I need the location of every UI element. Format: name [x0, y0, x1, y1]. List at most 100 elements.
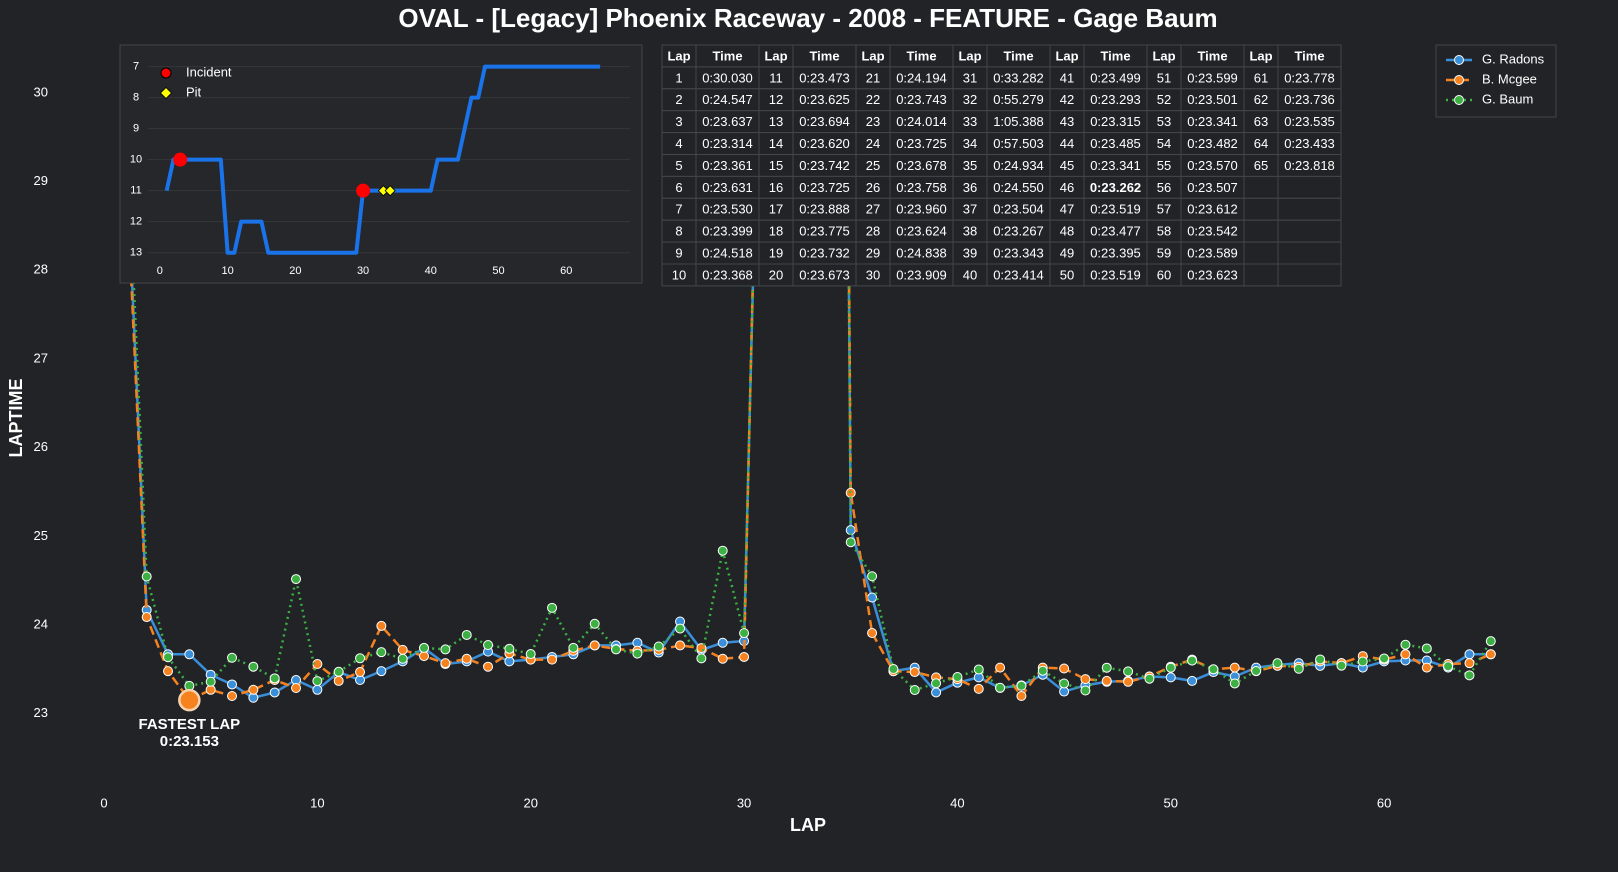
lap-time: 0:23.742 — [799, 158, 850, 173]
lap-time: 0:23.570 — [1187, 158, 1238, 173]
lap-time: 0:24.014 — [896, 114, 947, 129]
table-header: Time — [1197, 48, 1227, 63]
lap-time: 0:23.519 — [1090, 267, 1141, 282]
data-point — [227, 679, 238, 690]
lap-number: 13 — [769, 114, 783, 129]
x-tick-label: 30 — [737, 795, 751, 810]
lap-time: 0:23.589 — [1187, 245, 1238, 260]
data-point — [1485, 636, 1496, 647]
data-point — [376, 666, 387, 677]
data-point — [483, 661, 494, 672]
lap-number: 18 — [769, 224, 783, 239]
data-point — [419, 642, 430, 653]
y-tick-label: 24 — [34, 616, 48, 631]
data-point — [717, 637, 728, 648]
table-header: Lap — [1249, 48, 1272, 63]
lap-number: 10 — [672, 267, 686, 282]
lap-number: 23 — [866, 114, 880, 129]
data-point — [1059, 663, 1070, 674]
lap-number: 32 — [963, 92, 977, 107]
lap-time: 0:23.293 — [1090, 92, 1141, 107]
inset-x-tick-label: 0 — [157, 265, 163, 277]
lap-number: 55 — [1157, 158, 1171, 173]
table-cell — [1243, 263, 1279, 287]
lap-time: 0:23.778 — [1284, 70, 1335, 85]
table-header: Lap — [958, 48, 981, 63]
data-point — [333, 675, 344, 686]
legend-marker — [1454, 95, 1464, 105]
lap-time: 0:23.267 — [993, 224, 1044, 239]
lap-number: 52 — [1157, 92, 1171, 107]
data-point — [483, 639, 494, 650]
inset-x-tick-label: 50 — [492, 265, 504, 277]
lap-time: 0:23.535 — [1284, 114, 1335, 129]
lap-time: 0:23.482 — [1187, 136, 1238, 151]
data-point — [568, 642, 579, 653]
y-tick-label: 23 — [34, 705, 48, 720]
lap-number: 5 — [675, 158, 682, 173]
lap-time: 0:23.743 — [896, 92, 947, 107]
lap-number: 12 — [769, 92, 783, 107]
lap-number: 19 — [769, 245, 783, 260]
data-point — [952, 672, 963, 683]
series-line — [124, 45, 1492, 702]
lap-time: 0:23.504 — [993, 202, 1044, 217]
lap-time: 0:23.414 — [993, 267, 1044, 282]
table-cell — [1277, 219, 1342, 243]
lap-time: 0:23.623 — [1187, 267, 1238, 282]
data-point — [909, 667, 920, 678]
data-point — [845, 537, 856, 548]
lap-time: 0:23.599 — [1187, 70, 1238, 85]
y-axis-label: LAPTIME — [6, 379, 26, 458]
y-tick-label: 28 — [34, 262, 48, 277]
lap-time: 0:23.530 — [702, 202, 753, 217]
lap-time: 0:23.477 — [1090, 224, 1141, 239]
data-point — [1229, 662, 1240, 673]
legend-marker — [1454, 75, 1464, 85]
lap-time: 0:23.960 — [896, 202, 947, 217]
annotation-label: 0:23.153 — [160, 733, 219, 750]
data-point — [739, 651, 750, 662]
lap-time: 0:33.282 — [993, 70, 1044, 85]
inset-y-tick-label: 8 — [133, 92, 139, 104]
inset-y-tick-label: 12 — [130, 216, 142, 228]
y-tick-label: 27 — [34, 350, 48, 365]
lap-number: 51 — [1157, 70, 1171, 85]
lap-number: 38 — [963, 224, 977, 239]
data-point — [1123, 666, 1134, 677]
lap-time: 0:24.550 — [993, 180, 1044, 195]
lap-number: 36 — [963, 180, 977, 195]
lap-number: 22 — [866, 92, 880, 107]
lap-number: 14 — [769, 136, 783, 151]
data-point — [376, 647, 387, 658]
lap-number: 44 — [1060, 136, 1074, 151]
data-point — [419, 651, 430, 662]
lap-number: 46 — [1060, 180, 1074, 195]
data-point — [973, 683, 984, 694]
lap-time: 0:23.625 — [799, 92, 850, 107]
lap-number: 25 — [866, 158, 880, 173]
incident-marker — [356, 183, 371, 198]
lap-time: 0:23.314 — [702, 136, 753, 151]
lap-time: 0:23.542 — [1187, 224, 1238, 239]
data-point — [355, 653, 366, 664]
table-header: Time — [809, 48, 839, 63]
lap-time: 0:24.934 — [993, 158, 1044, 173]
table-cell — [1243, 175, 1279, 199]
table-cell — [1277, 241, 1342, 265]
lap-time: 0:23.473 — [799, 70, 850, 85]
lap-time: 0:23.399 — [702, 224, 753, 239]
lap-number: 59 — [1157, 245, 1171, 260]
data-point — [1101, 675, 1112, 686]
data-point — [440, 658, 451, 669]
lap-number: 47 — [1060, 202, 1074, 217]
lap-number: 62 — [1254, 92, 1268, 107]
lap-number: 49 — [1060, 245, 1074, 260]
data-point — [717, 545, 728, 556]
inset-y-tick-label: 11 — [130, 185, 141, 197]
data-point — [867, 628, 878, 639]
inset-x-tick-label: 20 — [289, 265, 301, 277]
lap-time: 0:23.395 — [1090, 245, 1141, 260]
lap-time: 0:24.194 — [896, 70, 947, 85]
